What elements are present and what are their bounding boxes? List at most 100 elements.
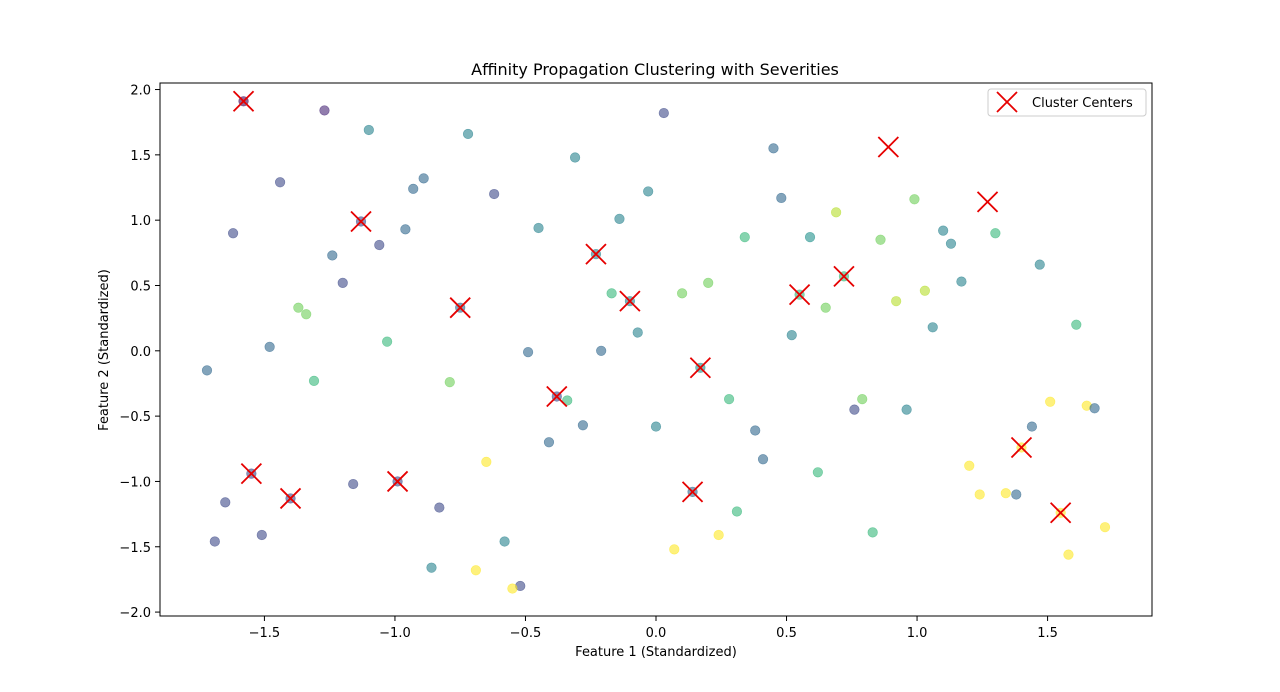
chart-title: Affinity Propagation Clustering with Sev… xyxy=(471,60,839,79)
data-point xyxy=(209,536,220,547)
data-point xyxy=(522,347,534,358)
cluster-center-marker xyxy=(386,470,409,493)
data-point xyxy=(812,467,823,478)
data-point xyxy=(909,194,920,205)
data-point xyxy=(643,186,654,197)
cluster-center-marker xyxy=(1049,502,1072,524)
data-point xyxy=(990,228,1001,239)
data-point xyxy=(374,239,385,251)
y-tick-label: −1.0 xyxy=(119,475,151,490)
cluster-center-marker xyxy=(689,357,712,379)
data-point xyxy=(227,228,239,239)
data-point xyxy=(849,404,860,415)
data-point xyxy=(562,395,573,406)
data-point xyxy=(723,394,735,405)
cluster-center-marker xyxy=(788,283,811,306)
data-point xyxy=(891,296,902,307)
y-tick-label: 1.5 xyxy=(130,149,151,164)
data-point xyxy=(408,183,419,194)
cluster-center-marker xyxy=(546,385,568,408)
data-point xyxy=(964,460,975,471)
data-point xyxy=(1034,259,1045,270)
data-point xyxy=(418,173,429,184)
data-point xyxy=(256,529,267,541)
cluster-center-marker xyxy=(449,297,471,319)
data-point xyxy=(632,327,643,338)
data-point xyxy=(974,489,985,500)
data-point xyxy=(327,250,338,261)
data-point xyxy=(470,565,481,576)
data-point xyxy=(867,527,878,538)
y-tick-label: 0.5 xyxy=(130,279,151,294)
data-point xyxy=(569,152,581,163)
cluster-centers xyxy=(232,90,1072,524)
x-tick-label: −0.5 xyxy=(510,626,542,641)
data-point xyxy=(499,536,510,547)
data-point xyxy=(293,302,304,313)
data-point xyxy=(703,277,714,288)
cluster-center-marker xyxy=(976,191,999,213)
cluster-center-marker xyxy=(350,210,372,233)
data-point xyxy=(650,421,662,432)
data-point xyxy=(713,529,724,541)
data-point xyxy=(481,456,492,467)
y-axis-label: Feature 2 (Standardized) xyxy=(97,269,112,431)
data-point xyxy=(596,345,607,356)
y-tick-label: 2.0 xyxy=(130,84,151,99)
legend-label-cluster-centers: Cluster Centers xyxy=(1032,96,1133,111)
y-tick-label: 1.0 xyxy=(130,214,151,229)
cluster-center-marker xyxy=(1010,436,1033,459)
data-point xyxy=(1089,403,1100,414)
data-point xyxy=(669,544,680,555)
data-point xyxy=(820,302,831,313)
data-point xyxy=(400,224,411,235)
data-point xyxy=(1000,488,1011,499)
data-point xyxy=(875,234,886,245)
data-point xyxy=(577,420,589,431)
data-point xyxy=(201,365,213,376)
y-tick-label: −1.5 xyxy=(119,541,151,556)
plot-frame xyxy=(159,82,1153,617)
legend-marker-x-icon xyxy=(996,91,1018,113)
data-point xyxy=(606,288,617,299)
data-point xyxy=(857,394,868,405)
data-point xyxy=(319,105,330,116)
cluster-center-marker xyxy=(619,290,641,312)
cluster-center-marker xyxy=(681,481,704,503)
legend-box xyxy=(987,88,1147,117)
data-point xyxy=(919,285,930,296)
x-tick-label: −1.0 xyxy=(379,626,411,641)
data-point xyxy=(434,502,445,513)
data-point xyxy=(677,288,688,299)
cluster-center-marker xyxy=(585,243,607,265)
data-point xyxy=(426,562,437,573)
y-tick-label: −0.5 xyxy=(119,410,151,425)
data-point xyxy=(739,232,750,243)
data-point xyxy=(348,478,359,490)
data-point xyxy=(786,330,797,341)
x-axis-label: Feature 1 (Standardized) xyxy=(575,645,737,660)
data-point xyxy=(220,497,231,508)
cluster-center-marker xyxy=(877,136,899,158)
x-axis: −1.5 −1.0 −0.5 0.0 0.5 1.0 1.5 xyxy=(249,616,1058,641)
data-point xyxy=(1026,421,1038,432)
cluster-center-marker xyxy=(240,462,263,485)
data-point xyxy=(507,583,518,594)
data-point xyxy=(1071,319,1082,330)
y-axis: −2.0 −1.5 −1.0 −0.5 0.0 0.5 1.0 1.5 2.0 xyxy=(119,84,160,621)
data-point xyxy=(768,143,779,154)
data-point xyxy=(308,375,320,386)
legend: Cluster Centers xyxy=(987,88,1147,117)
data-point xyxy=(264,341,275,352)
data-point xyxy=(831,207,842,218)
cluster-center-marker xyxy=(833,265,855,287)
data-point xyxy=(489,188,500,200)
data-point xyxy=(804,232,816,243)
data-point xyxy=(382,336,393,347)
data-point xyxy=(757,454,769,465)
data-point xyxy=(1011,489,1022,500)
x-tick-label: 1.5 xyxy=(1037,626,1058,641)
data-point xyxy=(462,128,474,140)
x-tick-label: 0.0 xyxy=(646,626,667,641)
